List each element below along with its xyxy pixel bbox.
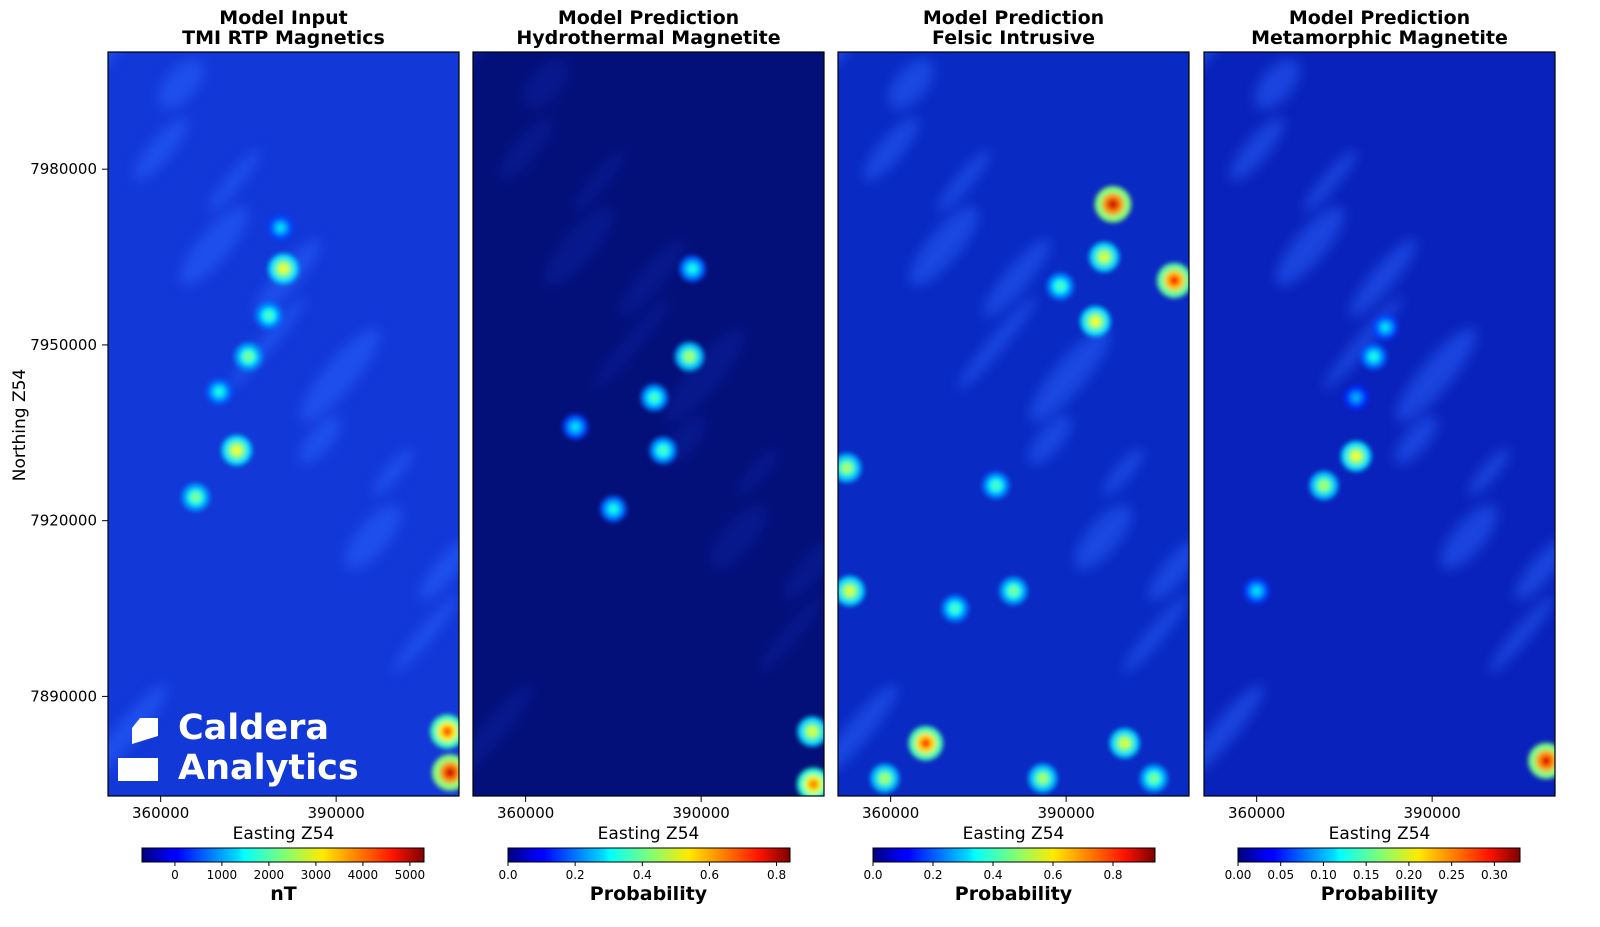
- colorbar-tick-label: 4000: [348, 868, 379, 882]
- caldera-logo: Caldera Analytics: [118, 708, 359, 788]
- colorbar-tick-label: 0.10: [1310, 868, 1337, 882]
- panel-title-line1: Model Prediction: [558, 7, 739, 29]
- colorbar-tick-label: 0.0: [863, 868, 882, 882]
- colorbar-tick-label: 0.00: [1225, 868, 1252, 882]
- y-axis-ticks: 7980000 7950000 7920000 7890000: [30, 160, 108, 705]
- colorbar-tick-label: 0.6: [1043, 868, 1062, 882]
- colorbar-tick-label: 0.0: [498, 868, 517, 882]
- y-tick-label: 7920000: [30, 512, 97, 530]
- colorbar-tick-label: 0: [171, 868, 179, 882]
- colorbar-tick-label: 0.2: [566, 868, 585, 882]
- colorbar: [1237, 847, 1521, 863]
- logo-line2: Analytics: [178, 748, 359, 788]
- colorbar-tick-label: 0.15: [1353, 868, 1380, 882]
- x-tick-label: 360000: [862, 804, 919, 822]
- x-tick-label: 390000: [1038, 804, 1095, 822]
- colorbar-tick-label: 0.30: [1481, 868, 1508, 882]
- x-tick-label: 390000: [1404, 804, 1461, 822]
- x-axis-label: Easting Z54: [233, 824, 335, 844]
- y-tick-label: 7890000: [30, 687, 97, 705]
- panel-title-line2: TMI RTP Magnetics: [182, 27, 385, 49]
- colorbar-tick-label: 0.05: [1267, 868, 1294, 882]
- colorbar-tick-label: 5000: [395, 868, 426, 882]
- panel-title-line2: Hydrothermal Magnetite: [516, 27, 780, 49]
- colorbar-label: Probability: [590, 883, 708, 905]
- colorbar-tick-label: 3000: [301, 868, 332, 882]
- colorbar-tick-label: 0.2: [923, 868, 942, 882]
- panel-title-line2: Metamorphic Magnetite: [1251, 27, 1508, 49]
- x-axis-label: Easting Z54: [598, 824, 700, 844]
- panel-title-line1: Model Input: [219, 7, 347, 29]
- panel-title-line2: Felsic Intrusive: [932, 27, 1095, 49]
- colorbar: [507, 847, 791, 863]
- colorbar-tick-label: 0.4: [633, 868, 652, 882]
- x-tick-label: 360000: [497, 804, 554, 822]
- heatmap-image: [838, 52, 1189, 796]
- panel-frame: [107, 51, 460, 797]
- colorbar: [872, 847, 1156, 863]
- colorbar-tick-label: 0.8: [1103, 868, 1122, 882]
- panel-frame: [1203, 51, 1556, 797]
- colorbar-tick-label: 1000: [207, 868, 238, 882]
- panel-frame: [837, 51, 1190, 797]
- panel-frame: [472, 51, 825, 797]
- colorbar-tick-label: 0.8: [767, 868, 786, 882]
- colorbar-label: Probability: [955, 883, 1073, 905]
- logo-line1: Caldera: [178, 708, 329, 748]
- heatmap-image: [108, 52, 459, 796]
- x-tick-label: 390000: [308, 804, 365, 822]
- colorbar-label: nT: [270, 883, 297, 905]
- x-tick-label: 360000: [1228, 804, 1285, 822]
- y-axis-label: Northing Z54: [10, 369, 30, 482]
- heatmap-image: [1204, 52, 1555, 796]
- panel-title-line1: Model Prediction: [1289, 7, 1470, 29]
- colorbar-tick-label: 0.25: [1438, 868, 1465, 882]
- colorbar-tick-label: 0.4: [983, 868, 1002, 882]
- colorbar-tick-label: 2000: [254, 868, 285, 882]
- x-tick-label: 360000: [132, 804, 189, 822]
- x-axis-label: Easting Z54: [1329, 824, 1431, 844]
- colorbar-label: Probability: [1321, 883, 1439, 905]
- colorbar-tick-label: 0.6: [700, 868, 719, 882]
- y-tick-label: 7980000: [30, 160, 97, 178]
- caldera-logo-icon: [118, 718, 158, 781]
- colorbar: [141, 847, 425, 863]
- y-tick-label: 7950000: [30, 336, 97, 354]
- x-axis-label: Easting Z54: [963, 824, 1065, 844]
- x-tick-label: 390000: [673, 804, 730, 822]
- panel-title-line1: Model Prediction: [923, 7, 1104, 29]
- heatmap-image: [473, 52, 824, 796]
- colorbar-tick-label: 0.20: [1396, 868, 1423, 882]
